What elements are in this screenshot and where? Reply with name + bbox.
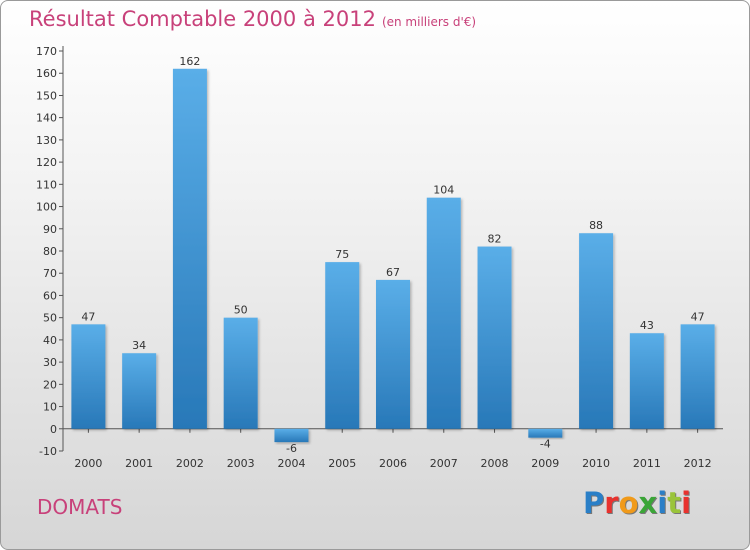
x-tick-label: 2002 <box>176 457 204 470</box>
bar <box>680 324 715 429</box>
brand-letter: o <box>618 486 639 520</box>
data-label: -4 <box>540 438 551 451</box>
y-tick-label: 90 <box>43 223 57 236</box>
bar <box>426 197 461 429</box>
bar <box>71 324 106 429</box>
y-tick-label: 20 <box>43 378 57 391</box>
x-tick-label: 2009 <box>531 457 559 470</box>
bar <box>528 428 563 438</box>
chart-bars <box>71 68 715 443</box>
y-tick-label: 40 <box>43 334 57 347</box>
x-tick-label: 2001 <box>125 457 153 470</box>
data-label: 34 <box>132 339 146 352</box>
y-tick-label: 100 <box>36 201 57 214</box>
y-tick-label: -10 <box>39 445 57 458</box>
bar <box>376 279 410 429</box>
y-tick-label: 160 <box>36 67 57 80</box>
chart-axes: -10 0 10 20 30 40 50 60 70 80 90 100 110 120 130 140 150… <box>36 45 723 470</box>
bar-chart: -10 0 10 20 30 40 50 60 70 80 90 100 110 120 130 140 150… <box>36 45 723 470</box>
y-tick-label: 170 <box>36 45 57 58</box>
x-tick-label: 2004 <box>277 457 305 470</box>
chart-title: Résultat Comptable 2000 à 2012 (en millie… <box>29 7 476 31</box>
y-tick-label: 70 <box>43 267 57 280</box>
brand-letter: i <box>681 486 692 520</box>
city-name: DOMATS <box>37 495 123 519</box>
x-tick-label: 2006 <box>379 457 407 470</box>
x-tick-label: 2012 <box>684 457 712 470</box>
data-label: 75 <box>335 248 349 261</box>
x-tick-label: 2008 <box>481 457 509 470</box>
title-main: Résultat Comptable 2000 à 2012 <box>29 7 376 31</box>
y-tick-label: 120 <box>36 156 57 169</box>
data-label: 67 <box>386 266 400 279</box>
y-tick-label: 150 <box>36 89 57 102</box>
data-label: 82 <box>488 233 502 246</box>
x-tick-label: 2003 <box>227 457 255 470</box>
y-tick-label: 50 <box>43 312 57 325</box>
bar <box>325 262 360 429</box>
bar <box>122 353 157 429</box>
bar <box>274 428 309 443</box>
bar <box>172 68 207 429</box>
brand-letter: r <box>604 486 619 520</box>
x-tick-label: 2007 <box>430 457 458 470</box>
title-unit: (en milliers d'€) <box>381 15 477 29</box>
x-tick-label: 2000 <box>74 457 102 470</box>
data-label: 47 <box>691 310 705 323</box>
y-tick-label: 0 <box>50 423 57 436</box>
data-label: 162 <box>179 55 200 68</box>
x-tick-label: 2010 <box>582 457 610 470</box>
bar <box>477 246 512 429</box>
brand-letter: i <box>657 486 668 520</box>
data-label: -6 <box>286 442 297 455</box>
brand-letter: P <box>583 486 605 520</box>
data-label: 88 <box>589 219 603 232</box>
data-label: 104 <box>433 184 454 197</box>
brand-logo: Proxiti <box>583 486 691 520</box>
chart-data-labels: 47 34 162 50 -6 75 67 104 82 -4 88 43 47 <box>81 55 704 455</box>
bar <box>579 233 614 429</box>
y-tick-label: 10 <box>43 401 57 414</box>
bar <box>223 317 258 429</box>
y-tick-label: 60 <box>43 289 57 302</box>
data-label: 50 <box>234 304 248 317</box>
y-tick-label: 110 <box>36 178 57 191</box>
y-tick-label: 80 <box>43 245 57 258</box>
x-tick-label: 2005 <box>328 457 356 470</box>
bar <box>629 333 664 429</box>
y-tick-label: 140 <box>36 112 57 125</box>
y-tick-label: 30 <box>43 356 57 369</box>
brand-letter: x <box>638 486 658 520</box>
brand-letter: t <box>667 486 682 520</box>
data-label: 47 <box>81 310 95 323</box>
data-label: 43 <box>640 319 654 332</box>
y-tick-label: 130 <box>36 134 57 147</box>
x-tick-label: 2011 <box>633 457 661 470</box>
